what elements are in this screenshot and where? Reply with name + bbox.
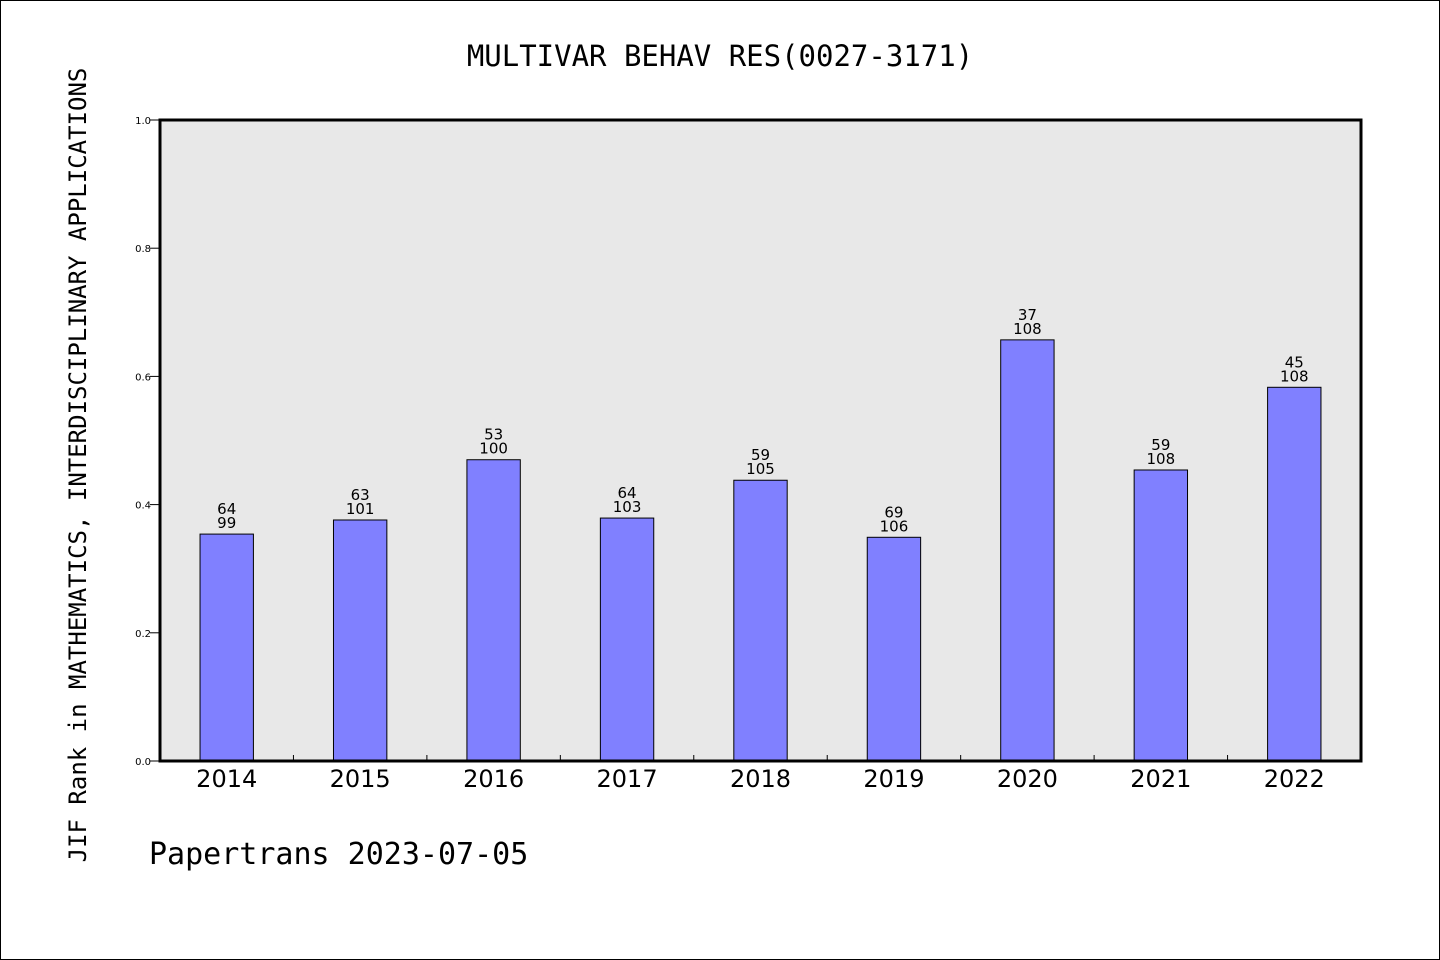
- footer-stamp: Papertrans 2023-07-05: [149, 837, 528, 872]
- bar-total-label: 103: [613, 498, 642, 516]
- x-tick-label: 2021: [1130, 765, 1191, 793]
- bar-total-label: 100: [479, 440, 508, 458]
- bar-total-label: 108: [1147, 450, 1176, 468]
- bar-rank-label: 64: [618, 484, 637, 502]
- bar-2018: [733, 479, 788, 762]
- y-axis-label: JIF Rank in MATHEMATICS, INTERDISCIPLINA…: [64, 68, 92, 863]
- bar-rank-label: 69: [884, 503, 903, 521]
- plot-border: [158, 118, 1363, 763]
- x-tick-label: 2015: [330, 765, 391, 793]
- bar-rank-label: 64: [217, 500, 236, 518]
- bar-rank-label: 59: [751, 446, 770, 464]
- bar-2015: [332, 519, 388, 762]
- x-tick-label: 2022: [1264, 765, 1325, 793]
- y-tick-label: 0.4: [135, 501, 151, 512]
- x-tick-label: 2017: [597, 765, 658, 793]
- bar-2017: [599, 517, 655, 762]
- bar-2020: [1000, 339, 1055, 762]
- x-tick-label: 2019: [863, 765, 924, 793]
- bar-total-label: 106: [880, 517, 909, 535]
- bar-total-label: 105: [746, 460, 775, 478]
- bar-rank-label: 53: [484, 426, 503, 444]
- bar-rank-label: 45: [1285, 353, 1304, 371]
- bar-labels: 6499631015310064103591056910637108591084…: [217, 306, 1308, 535]
- bars: [199, 339, 1322, 762]
- bar-total-label: 108: [1280, 367, 1309, 385]
- bar-rank-label: 63: [351, 486, 370, 504]
- y-tick-label: 1.0: [135, 116, 151, 127]
- x-axis-ticks: 2014 2015 2016 2017 2018 2019 2020 2021 2022: [196, 755, 1325, 793]
- y-axis-ticks: 0.0 0.2 0.4 0.6 0.8 1.0: [135, 116, 160, 768]
- y-tick-label: 0.8: [135, 244, 151, 255]
- y-tick-label: 0.0: [135, 757, 151, 768]
- bar-2021: [1133, 469, 1189, 762]
- bar-rank-label: 37: [1018, 306, 1037, 324]
- bar-total-label: 99: [217, 514, 236, 532]
- bar-total-label: 108: [1013, 320, 1042, 338]
- bar-2016: [466, 459, 521, 762]
- bar-2022: [1267, 386, 1322, 762]
- bar-rank-label: 59: [1151, 436, 1170, 454]
- x-tick-label: 2020: [997, 765, 1058, 793]
- x-tick-label: 2018: [730, 765, 791, 793]
- y-tick-label: 0.6: [135, 372, 151, 383]
- bar-total-label: 101: [346, 500, 375, 518]
- x-tick-label: 2016: [463, 765, 524, 793]
- bar-2014: [199, 533, 254, 762]
- bar-2019: [866, 536, 922, 762]
- chart-title: MULTIVAR BEHAV RES(0027-3171): [467, 39, 973, 73]
- y-tick-label: 0.2: [135, 629, 151, 640]
- x-tick-label: 2014: [196, 765, 257, 793]
